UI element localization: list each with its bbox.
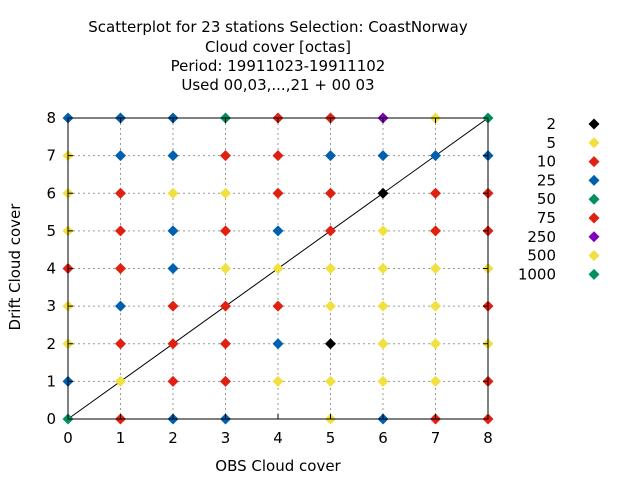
legend-marker xyxy=(588,231,600,243)
data-point xyxy=(167,263,179,274)
x-tick-label: 7 xyxy=(431,429,441,447)
data-point xyxy=(167,225,179,237)
data-point xyxy=(115,300,126,312)
data-point xyxy=(325,225,336,237)
data-point xyxy=(377,187,389,199)
title-line-2: Cloud cover [octas] xyxy=(205,38,351,56)
legend-label: 50 xyxy=(537,190,556,208)
data-point xyxy=(272,225,284,237)
x-tick-label: 6 xyxy=(378,429,388,447)
legend-marker xyxy=(588,156,600,168)
y-tick-label: 6 xyxy=(46,184,56,202)
data-point xyxy=(220,150,231,162)
data-point xyxy=(115,225,126,237)
legend-label: 5 xyxy=(546,134,556,152)
x-axis-ticks: 0 1 2 3 4 5 6 7 8 xyxy=(63,118,493,447)
data-point xyxy=(430,263,441,274)
data-point xyxy=(325,375,336,387)
data-point xyxy=(167,338,179,350)
y-tick-label: 7 xyxy=(46,147,56,165)
data-point xyxy=(115,150,126,162)
data-point xyxy=(377,263,389,274)
x-tick-label: 2 xyxy=(168,429,178,447)
data-point xyxy=(220,375,231,387)
y-axis-label: Drift Cloud cover xyxy=(6,203,24,331)
legend-label: 10 xyxy=(537,153,556,171)
legend-label: 25 xyxy=(537,171,556,189)
y-tick-label: 8 xyxy=(46,109,56,127)
data-point xyxy=(325,263,336,274)
data-point xyxy=(430,338,441,350)
legend-marker xyxy=(588,268,600,280)
x-axis-label: OBS Cloud cover xyxy=(215,457,341,475)
data-point xyxy=(115,263,126,274)
data-point xyxy=(325,338,336,350)
data-point xyxy=(220,263,231,274)
x-tick-label: 4 xyxy=(273,429,283,447)
data-point xyxy=(325,187,336,199)
y-tick-label: 0 xyxy=(46,410,56,428)
x-tick-label: 8 xyxy=(483,429,493,447)
data-point xyxy=(115,187,126,199)
data-point xyxy=(220,187,231,199)
data-point xyxy=(430,300,441,312)
y-tick-label: 2 xyxy=(46,335,56,353)
data-point xyxy=(272,187,284,199)
legend-marker xyxy=(588,118,600,130)
data-point xyxy=(220,225,231,237)
data-point xyxy=(167,300,179,312)
data-point xyxy=(220,338,231,350)
title-line-1: Scatterplot for 23 stations Selection: C… xyxy=(88,18,468,36)
legend-marker xyxy=(588,137,600,149)
data-points xyxy=(62,112,494,425)
legend-label: 2 xyxy=(546,115,556,133)
data-point xyxy=(272,150,284,162)
y-tick-label: 1 xyxy=(46,372,56,390)
title-line-3: Period: 19911023-19911102 xyxy=(171,57,386,75)
legend-marker xyxy=(588,250,600,262)
legend-label: 500 xyxy=(527,247,556,265)
y-tick-label: 4 xyxy=(46,260,56,278)
data-point xyxy=(167,150,179,162)
data-point xyxy=(167,375,179,387)
x-tick-label: 5 xyxy=(326,429,336,447)
data-point xyxy=(377,300,389,312)
data-point xyxy=(325,300,336,312)
data-point xyxy=(430,225,441,237)
data-point xyxy=(430,150,441,162)
y-axis-ticks: 0 1 2 3 4 5 6 7 8 xyxy=(46,109,488,428)
data-point xyxy=(272,375,284,387)
data-point xyxy=(115,338,126,350)
data-point xyxy=(325,150,336,162)
data-point xyxy=(272,263,284,274)
data-point xyxy=(430,187,441,199)
data-point xyxy=(115,375,126,387)
data-point xyxy=(167,187,179,199)
data-point xyxy=(377,375,389,387)
data-point xyxy=(377,150,389,162)
chart-title: Scatterplot for 23 stations Selection: C… xyxy=(88,18,468,94)
data-point xyxy=(430,375,441,387)
x-tick-label: 1 xyxy=(116,429,126,447)
x-tick-label: 0 xyxy=(63,429,73,447)
data-point xyxy=(272,300,284,312)
title-line-4: Used 00,03,...,21 + 00 03 xyxy=(181,76,374,94)
data-point xyxy=(220,300,231,312)
y-tick-label: 5 xyxy=(46,222,56,240)
x-tick-label: 3 xyxy=(221,429,231,447)
data-point xyxy=(377,225,389,237)
data-point xyxy=(272,338,284,350)
y-tick-label: 3 xyxy=(46,297,56,315)
legend-label: 75 xyxy=(537,209,556,227)
legend-marker xyxy=(588,193,600,205)
legend-label: 1000 xyxy=(518,265,556,283)
legend-label: 250 xyxy=(527,228,556,246)
legend-marker xyxy=(588,174,600,186)
data-point xyxy=(377,338,389,350)
legend-marker xyxy=(588,212,600,224)
